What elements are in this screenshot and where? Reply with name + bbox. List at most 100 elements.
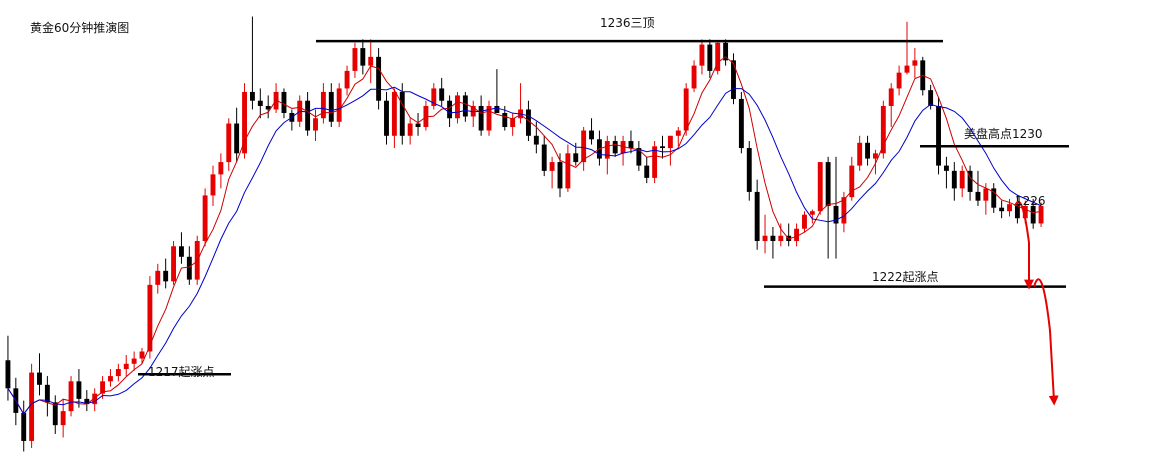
- candle-body: [68, 381, 74, 412]
- candle-body: [502, 112, 508, 128]
- candle-body: [620, 141, 626, 154]
- candle-body: [462, 95, 468, 117]
- candle-body: [888, 88, 894, 106]
- candle-body: [951, 170, 957, 189]
- candle-body: [60, 411, 66, 426]
- candle-body: [731, 60, 736, 99]
- ma-fast-line: [7, 56, 1042, 415]
- candle-body: [1030, 205, 1036, 224]
- candle-body: [557, 162, 563, 189]
- candle-body: [589, 130, 594, 140]
- label-triple-top: 1236三顶: [600, 16, 655, 30]
- candle-body: [525, 109, 531, 136]
- candle-body: [352, 48, 358, 71]
- candle-body: [943, 165, 949, 171]
- candle-body: [376, 56, 382, 101]
- candle-body: [249, 91, 255, 101]
- candle-body: [123, 363, 129, 370]
- candle-body: [210, 174, 216, 196]
- candle-body: [967, 170, 973, 192]
- candle-body: [833, 205, 839, 224]
- candle-body: [715, 42, 721, 71]
- candle-body: [770, 235, 776, 242]
- candle-body: [320, 91, 326, 119]
- candle-body: [226, 123, 232, 163]
- candle-body: [1022, 205, 1028, 219]
- candle-body: [802, 214, 807, 229]
- candle-body: [5, 360, 11, 389]
- candle-body: [936, 105, 941, 166]
- candle-body: [281, 91, 287, 113]
- candle-body: [794, 228, 800, 242]
- candle-body: [975, 191, 981, 201]
- candle-body: [723, 42, 729, 61]
- ma-slow-line: [7, 86, 1042, 415]
- candle-body: [549, 162, 555, 171]
- candle-body: [336, 88, 342, 122]
- candle-body: [131, 358, 137, 364]
- candle-body: [872, 153, 878, 159]
- candle-body: [108, 376, 113, 382]
- candle-body: [234, 123, 240, 154]
- moving-averages-group: [7, 56, 1042, 415]
- candle-body: [896, 72, 902, 89]
- label-rise-1217: 1217起涨点: [148, 364, 215, 379]
- candle-body: [76, 381, 82, 399]
- candle-body: [163, 270, 169, 282]
- candle-body: [928, 90, 934, 106]
- candle-body: [447, 100, 453, 119]
- candle-body: [754, 191, 760, 242]
- candle-body: [399, 91, 405, 136]
- candle-body: [636, 148, 642, 166]
- candle-body: [305, 100, 311, 131]
- label-rise-1222: 1222起涨点: [872, 269, 939, 284]
- candle-body: [1038, 205, 1044, 224]
- candle-body: [541, 144, 547, 171]
- projection-group: [1014, 200, 1059, 406]
- candle-body: [707, 44, 713, 71]
- candle-body: [328, 91, 334, 122]
- candle-body: [644, 165, 650, 178]
- candle-body: [857, 142, 863, 166]
- candle-body: [778, 235, 784, 242]
- candles-group: [5, 16, 1044, 452]
- candle-body: [415, 123, 421, 128]
- candle-body: [809, 211, 815, 215]
- candle-body: [604, 141, 610, 159]
- candle-body: [865, 142, 871, 159]
- candle-body: [470, 105, 476, 117]
- projection-arrow-first: [1014, 200, 1034, 290]
- candle-body: [675, 130, 681, 136]
- candle-body: [439, 88, 445, 101]
- candle-body: [100, 381, 106, 394]
- candle-body: [817, 162, 823, 212]
- candle-body: [155, 270, 161, 285]
- candle-body: [691, 65, 697, 89]
- candle-body: [573, 153, 579, 163]
- candle-body: [486, 105, 492, 131]
- candle-body: [581, 130, 587, 163]
- candle-body: [147, 284, 153, 352]
- candle-body: [762, 235, 768, 242]
- candle-body: [660, 146, 665, 149]
- candle-body: [202, 195, 208, 242]
- candle-body: [431, 88, 437, 106]
- candle-body: [344, 70, 350, 89]
- label-us-high: 美盘高点1230: [964, 126, 1043, 141]
- candle-body: [991, 188, 997, 208]
- candle-body: [533, 135, 539, 145]
- candle-body: [391, 91, 397, 136]
- candle-body: [368, 56, 374, 66]
- candle-body: [257, 100, 263, 106]
- candle-body: [628, 141, 634, 149]
- candle-body: [738, 98, 744, 149]
- candle-body: [959, 170, 965, 189]
- candle-body: [178, 246, 184, 257]
- candle-body: [841, 197, 847, 224]
- candle-body: [242, 91, 247, 154]
- candle-body: [139, 351, 145, 359]
- candle-body: [171, 246, 177, 282]
- candle-body: [652, 146, 658, 178]
